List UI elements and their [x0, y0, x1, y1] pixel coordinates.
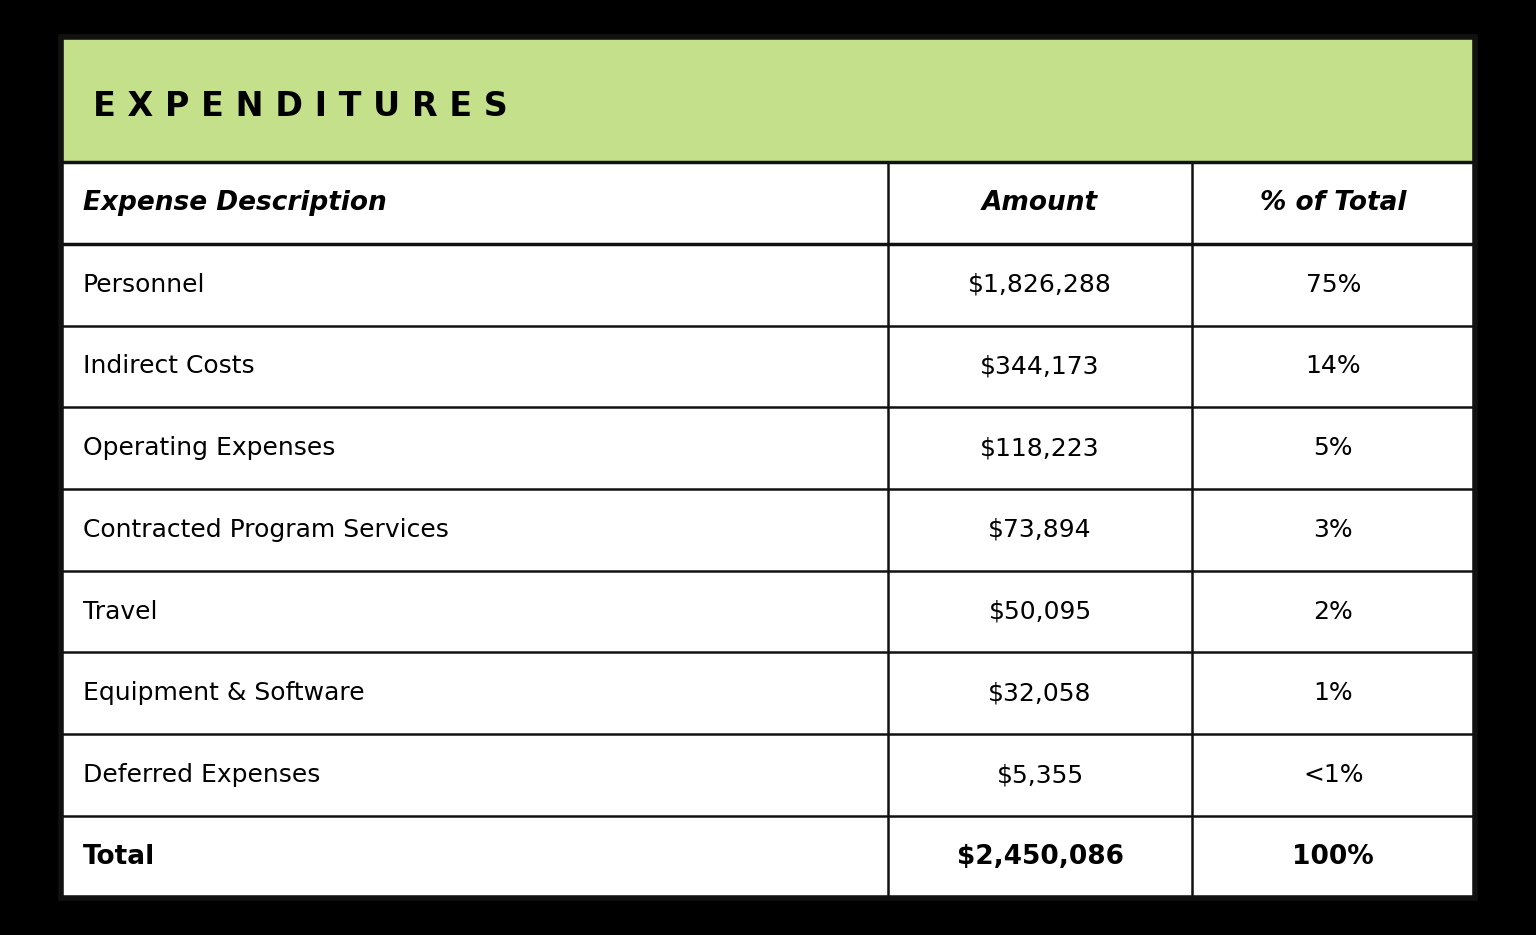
Text: $5,355: $5,355: [997, 763, 1083, 787]
Text: E X P E N D I T U R E S: E X P E N D I T U R E S: [92, 90, 507, 122]
Text: Travel: Travel: [83, 599, 157, 624]
Text: 5%: 5%: [1313, 436, 1353, 460]
Text: Personnel: Personnel: [83, 273, 206, 296]
Text: % of Total: % of Total: [1260, 190, 1407, 216]
Bar: [61, 37, 1475, 162]
Text: Total: Total: [83, 843, 155, 870]
Text: $73,894: $73,894: [988, 518, 1092, 542]
Text: Expense Description: Expense Description: [83, 190, 387, 216]
Text: 3%: 3%: [1313, 518, 1353, 542]
Text: <1%: <1%: [1303, 763, 1364, 787]
Text: $118,223: $118,223: [980, 436, 1100, 460]
Text: $1,826,288: $1,826,288: [968, 273, 1112, 296]
Text: Contracted Program Services: Contracted Program Services: [83, 518, 449, 542]
Text: 14%: 14%: [1306, 354, 1361, 379]
Text: $50,095: $50,095: [989, 599, 1092, 624]
Text: $32,058: $32,058: [988, 682, 1092, 705]
Text: Equipment & Software: Equipment & Software: [83, 682, 364, 705]
Text: 1%: 1%: [1313, 682, 1353, 705]
Text: Operating Expenses: Operating Expenses: [83, 436, 335, 460]
Text: 100%: 100%: [1292, 843, 1375, 870]
Text: $2,450,086: $2,450,086: [957, 843, 1123, 870]
Text: Amount: Amount: [982, 190, 1098, 216]
Text: $344,173: $344,173: [980, 354, 1100, 379]
Text: 75%: 75%: [1306, 273, 1361, 296]
Text: Indirect Costs: Indirect Costs: [83, 354, 255, 379]
Text: 2%: 2%: [1313, 599, 1353, 624]
Text: Deferred Expenses: Deferred Expenses: [83, 763, 319, 787]
